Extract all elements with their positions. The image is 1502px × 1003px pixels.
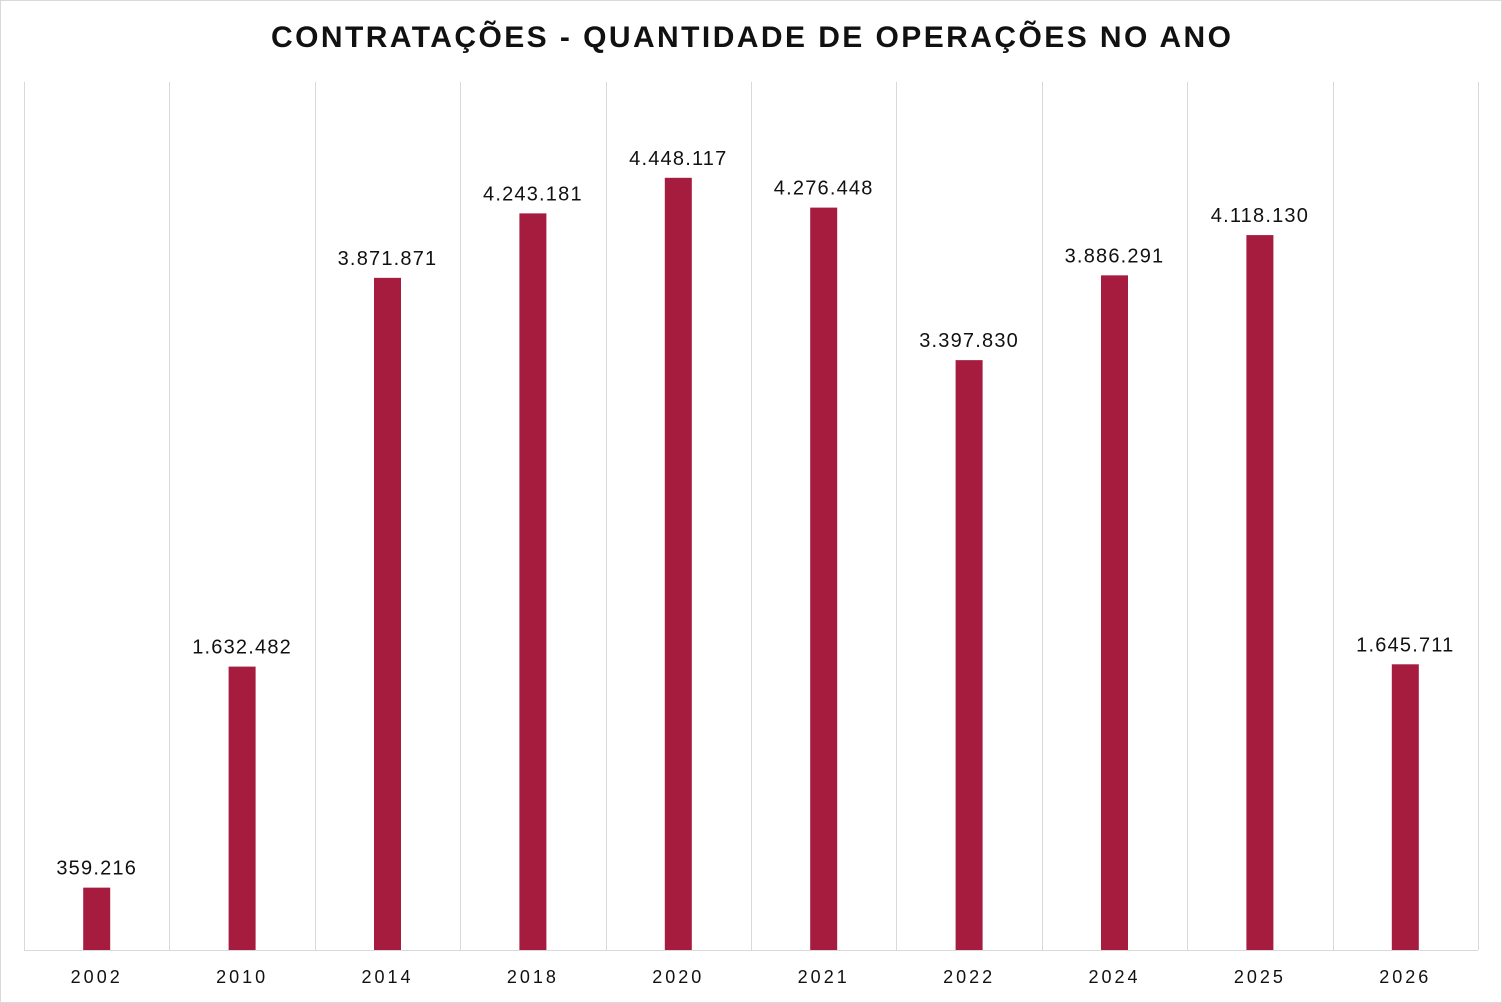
bar-2026 bbox=[1391, 664, 1419, 950]
bar-2018 bbox=[519, 213, 547, 950]
x-tick-label-2025: 2025 bbox=[1234, 967, 1286, 987]
bar-2022 bbox=[955, 360, 983, 950]
gridlines bbox=[24, 82, 1479, 951]
data-label-2021: 4.276.448 bbox=[774, 178, 874, 200]
data-label-2020: 4.448.117 bbox=[629, 148, 727, 170]
bar-2010 bbox=[228, 666, 256, 950]
x-tick-label-2002: 2002 bbox=[71, 967, 123, 987]
data-label-2026: 1.645.711 bbox=[1356, 634, 1454, 656]
x-tick-label-2024: 2024 bbox=[1088, 967, 1140, 987]
bar-2014 bbox=[374, 277, 401, 950]
data-label-2010: 1.632.482 bbox=[192, 637, 292, 659]
bar-2024 bbox=[1101, 275, 1128, 951]
data-label-2025: 4.118.130 bbox=[1211, 205, 1309, 227]
bar-2020 bbox=[664, 177, 692, 950]
bar-2002 bbox=[83, 887, 111, 950]
bars bbox=[83, 177, 1419, 951]
data-labels: 359.216 1.632.482 3.871.871 4.243.181 4.448.… bbox=[56, 148, 1454, 880]
x-tick-label-2014: 2014 bbox=[361, 967, 413, 987]
x-tick-label-2018: 2018 bbox=[507, 967, 559, 987]
x-tick-label-2010: 2010 bbox=[216, 967, 268, 987]
data-label-2022: 3.397.830 bbox=[919, 330, 1019, 352]
data-label-2014: 3.871.871 bbox=[338, 248, 438, 270]
x-tick-label-2021: 2021 bbox=[798, 967, 850, 987]
bar-2021 bbox=[810, 207, 838, 950]
x-tick-label-2026: 2026 bbox=[1379, 967, 1431, 987]
x-tick-label-2022: 2022 bbox=[943, 967, 995, 987]
data-label-2018: 4.243.181 bbox=[483, 183, 583, 205]
bar-2025 bbox=[1246, 235, 1274, 950]
data-label-2002: 359.216 bbox=[56, 858, 137, 880]
x-tick-label-2020: 2020 bbox=[652, 967, 704, 987]
chart-title: CONTRATAÇÕES - QUANTIDADE DE OPERAÇÕES N… bbox=[271, 20, 1231, 54]
x-axis-ticks: 2002 2010 2014 2018 2020 2021 2022 2024 2025 2026 bbox=[71, 967, 1431, 987]
data-label-2024: 3.886.291 bbox=[1065, 245, 1165, 267]
